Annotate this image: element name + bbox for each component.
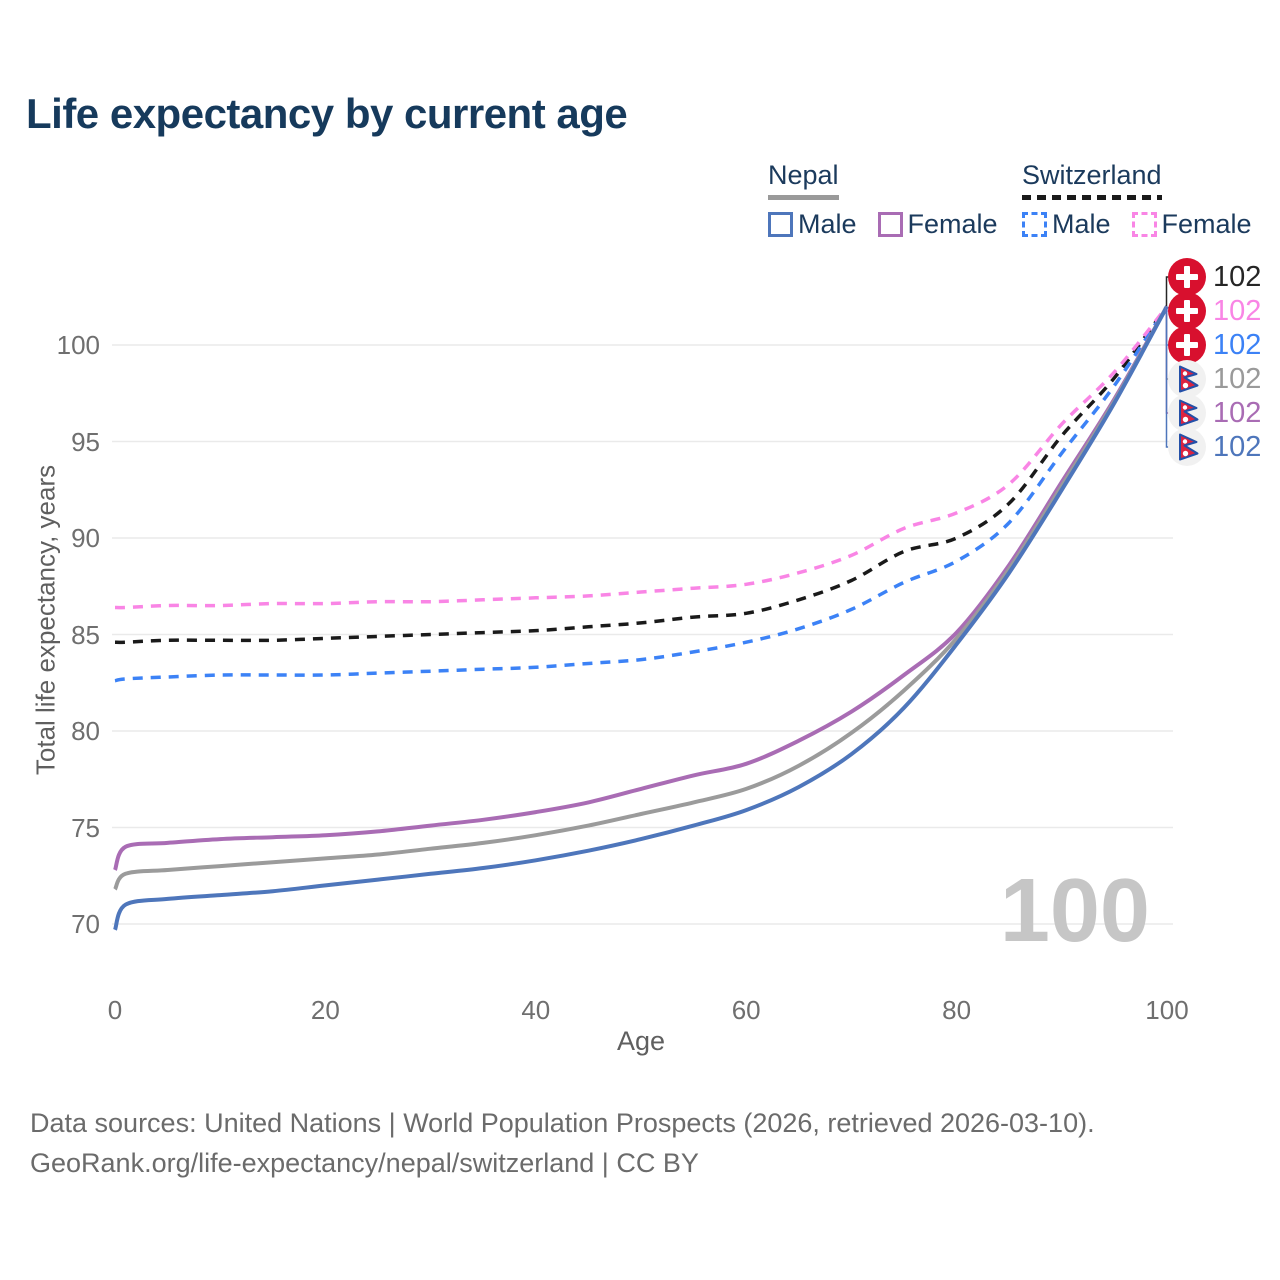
legend-label-switzerland-female[interactable]: Female xyxy=(1161,209,1252,239)
end-label-value-nepal-male: 102 xyxy=(1213,430,1262,463)
nepal-flag-icon xyxy=(1168,394,1206,432)
legend-group-nepal: Nepal Male Female xyxy=(768,160,1019,240)
legend-label-switzerland-male[interactable]: Male xyxy=(1052,209,1111,239)
y-tick-label-100: 100 xyxy=(56,330,100,360)
end-label-row-nepal-female: 102 xyxy=(1168,394,1261,432)
y-tick-label-95: 95 xyxy=(71,426,100,457)
y-tick-label-80: 80 xyxy=(71,716,100,746)
y-tick-label-85: 85 xyxy=(71,619,100,650)
y-tick-label-90: 90 xyxy=(71,523,100,553)
footer-attribution: GeoRank.org/life-expectancy/nepal/switze… xyxy=(30,1148,699,1178)
series-line-nepal-total xyxy=(113,305,1169,891)
end-label-value-switzerland-total: 102 xyxy=(1213,260,1262,293)
y-axis-title: Total life expectancy, years xyxy=(30,464,61,776)
legend-group-switzerland: Switzerland Male Female xyxy=(1022,160,1273,240)
x-tick-label-80: 80 xyxy=(942,995,972,1025)
x-tick-label-60: 60 xyxy=(731,995,761,1025)
legend-label-nepal-male[interactable]: Male xyxy=(798,209,857,239)
switzerland-flag-icon xyxy=(1168,258,1206,296)
x-tick-label-40: 40 xyxy=(521,995,551,1025)
end-label-row-switzerland-female: 102 xyxy=(1168,292,1261,330)
page-title: Life expectancy by current age xyxy=(26,90,628,137)
legend-label-nepal-female[interactable]: Female xyxy=(907,209,998,239)
legend-swatch-switzerland-male[interactable] xyxy=(1022,212,1047,237)
legend-swatch-nepal-female[interactable] xyxy=(877,212,903,237)
series-line-nepal-male xyxy=(113,305,1169,931)
end-label-row-switzerland-male: 102 xyxy=(1168,326,1261,364)
series-line-nepal-female xyxy=(113,305,1169,871)
end-label-value-switzerland-female: 102 xyxy=(1213,294,1262,327)
series-line-switzerland-total xyxy=(114,305,1169,645)
end-label-row-switzerland-total: 102 xyxy=(1168,258,1261,296)
end-label-value-nepal-female: 102 xyxy=(1213,396,1262,429)
switzerland-dashed-underline xyxy=(1022,195,1162,200)
legend-swatch-nepal-male[interactable] xyxy=(768,212,793,237)
series-line-switzerland-female xyxy=(114,305,1169,610)
end-label-row-nepal-male: 102 xyxy=(1168,428,1261,466)
x-tick-label-0: 0 xyxy=(107,995,123,1025)
x-tick-label-20: 20 xyxy=(310,995,340,1025)
legend-swatch-switzerland-female[interactable] xyxy=(1131,212,1157,237)
x-tick-label-100: 100 xyxy=(1145,995,1189,1025)
switzerland-flag-icon xyxy=(1168,292,1206,330)
x-axis-title: Age xyxy=(616,1026,666,1056)
nepal-flag-icon xyxy=(1168,428,1206,466)
nepal-solid-underline xyxy=(768,195,839,200)
current-age-watermark: 100 xyxy=(999,861,1150,961)
switzerland-flag-icon xyxy=(1168,326,1206,364)
legend-group-title-switzerland: Switzerland xyxy=(1022,160,1162,190)
end-label-value-nepal-total: 102 xyxy=(1213,362,1262,395)
y-tick-label-75: 75 xyxy=(71,812,100,843)
series-line-switzerland-male xyxy=(114,305,1169,683)
end-label-value-switzerland-male: 102 xyxy=(1213,328,1262,361)
end-label-row-nepal-total: 102 xyxy=(1168,360,1261,398)
nepal-flag-icon xyxy=(1168,360,1206,398)
footer-data-sources: Data sources: United Nations | World Pop… xyxy=(30,1108,1095,1138)
y-tick-label-70: 70 xyxy=(71,909,100,939)
legend-group-title-nepal: Nepal xyxy=(768,160,839,190)
